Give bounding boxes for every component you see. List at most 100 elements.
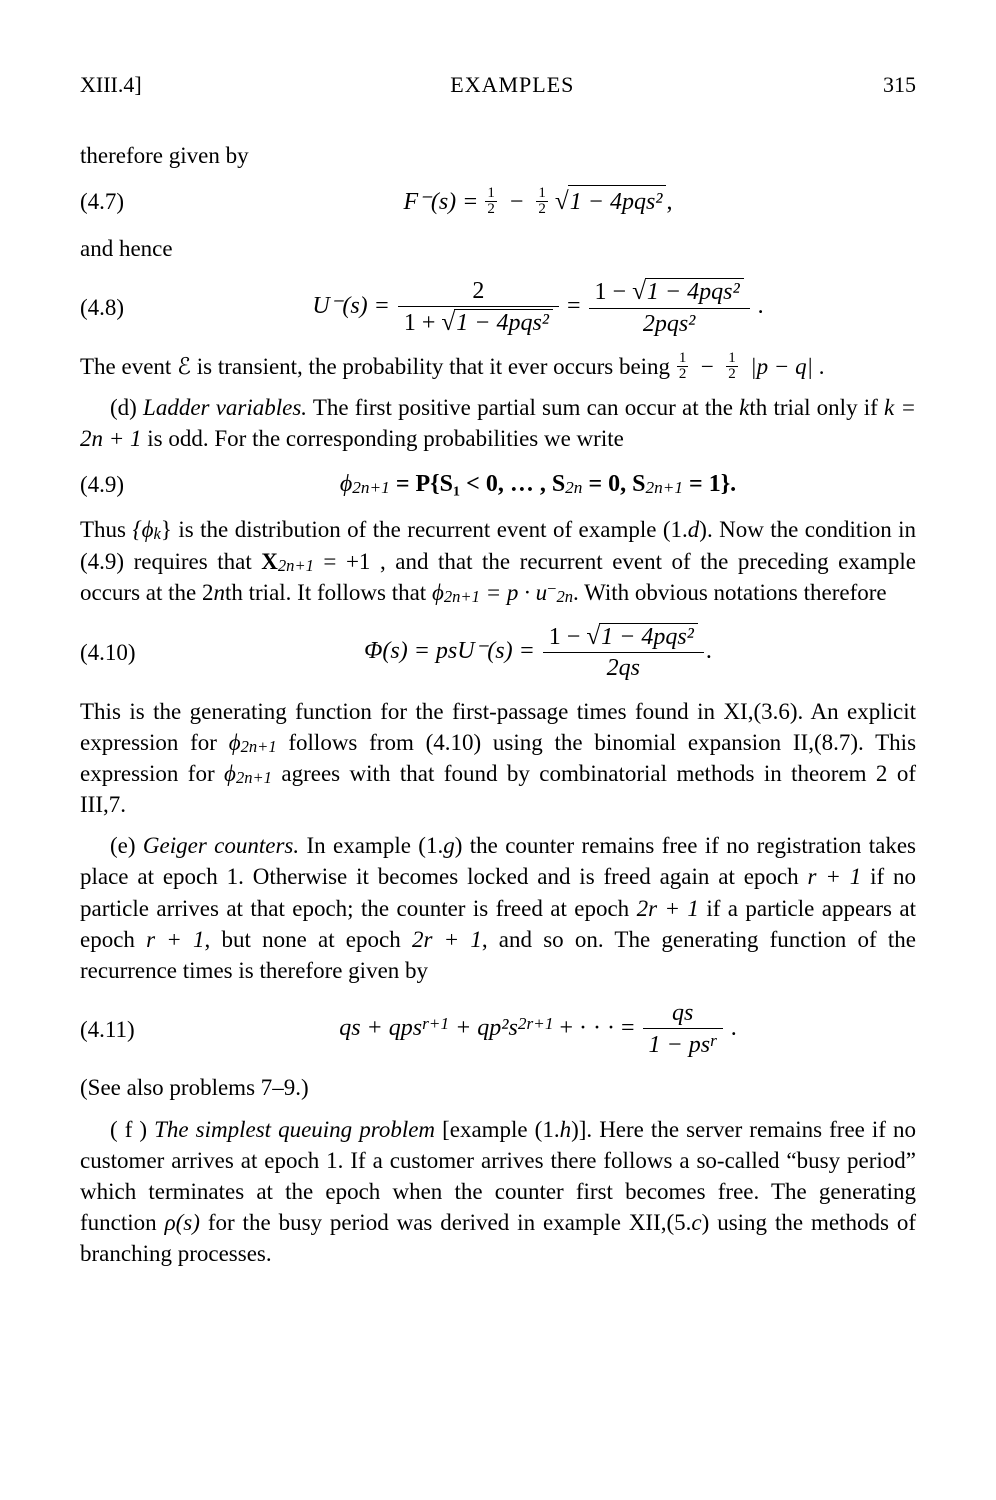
mid: + qp²s <box>449 1015 518 1041</box>
eq-body-4-11: qs + qpsr+1 + qp²s2r+1 + · · · = qs 1 − … <box>160 1000 916 1059</box>
g: g <box>443 833 455 858</box>
paragraph-d: (d) Ladder variables. The first positive… <box>80 392 916 454</box>
Phi: Φ(s) = psU⁻(s) = <box>364 638 541 664</box>
sub: k <box>154 524 161 543</box>
h: h <box>560 1117 572 1142</box>
pu: = p · u <box>480 580 547 605</box>
frac: 2 1 + 1 − 4pqs² <box>398 278 559 337</box>
t: . With obvious notations therefore <box>573 580 887 605</box>
eq-body-4-9: ϕ2n+1 = P{S₁ < 0, … , S2n = 0, S2n+1 = 1… <box>160 468 916 500</box>
page-number: 315 <box>883 70 916 100</box>
t: is odd. For the corresponding probabilit… <box>147 426 624 451</box>
frac: 1 − 1 − 4pqs² 2qs <box>543 623 704 682</box>
period: . <box>758 293 764 319</box>
sub: 2n+1 <box>352 478 390 497</box>
text-and-hence: and hence <box>80 233 916 264</box>
abs-p-q: |p − q| <box>750 354 813 379</box>
eq47-lhs: F⁻(s) = <box>404 189 485 215</box>
eq-body-4-7: F⁻(s) = 12 − 12 1 − 4pqs², <box>160 185 916 219</box>
phi: ϕ <box>229 730 241 755</box>
frac: qs 1 − psr <box>643 1000 723 1059</box>
ps: = 1}. <box>683 471 736 497</box>
half: 12 <box>536 186 548 217</box>
t: is transient, the probability that it ev… <box>197 354 676 379</box>
t: (d) <box>110 395 143 420</box>
sup: 2r+1 <box>518 1014 554 1033</box>
n: n <box>213 580 225 605</box>
2r1: 2r + 1 <box>637 896 699 921</box>
event-symbol: ℰ <box>177 354 191 379</box>
half: 12 <box>677 351 689 382</box>
sub: 2n+1 <box>241 737 277 756</box>
r1: r + 1 <box>808 864 862 889</box>
xval: = +1 <box>314 549 371 574</box>
eq-num-4-8: (4.8) <box>80 292 160 323</box>
paragraph-f: ( f ) The simplest queuing problem [exam… <box>80 1114 916 1269</box>
t: ( f ) <box>110 1117 154 1142</box>
eq-num-4-10: (4.10) <box>80 637 160 668</box>
c: c <box>691 1210 701 1235</box>
t: , but none at epoch <box>205 927 412 952</box>
dots: + · · · = <box>553 1015 640 1041</box>
header-left: XIII.4] <box>80 70 142 100</box>
rho-s: ρ(s) <box>165 1210 200 1235</box>
text-see-also: (See also problems 7–9.) <box>80 1072 916 1103</box>
t: th trial only if <box>749 395 884 420</box>
queuing-title: The simplest queuing problem <box>154 1117 435 1142</box>
text-therefore: therefore given by <box>80 140 916 171</box>
2r1: 2r + 1 <box>412 927 482 952</box>
phi-set-r: } <box>161 517 172 542</box>
paragraph-thus: Thus {ϕk} is the distribution of the rec… <box>80 514 916 608</box>
d: d <box>688 517 700 542</box>
r1: r + 1 <box>146 927 204 952</box>
eq-body-4-8: U⁻(s) = 2 1 + 1 − 4pqs² = 1 − 1 − 4pqs² … <box>160 278 916 337</box>
equation-4-9: (4.9) ϕ2n+1 = P{S₁ < 0, … , S2n = 0, S2n… <box>80 468 916 500</box>
comma: , <box>666 189 672 215</box>
equation-4-8: (4.8) U⁻(s) = 2 1 + 1 − 4pqs² = 1 − 1 − … <box>80 278 916 337</box>
t: The first positive partial sum can occur… <box>313 395 739 420</box>
eq48-lhs: U⁻(s) = <box>312 293 396 319</box>
sub: 2n+1 <box>236 768 272 787</box>
phi: ϕ <box>432 580 444 605</box>
eq-num-4-9: (4.9) <box>80 469 160 500</box>
text-transient: The event ℰ is transient, the probabilit… <box>80 351 916 382</box>
t: for the busy period was derived in examp… <box>208 1210 692 1235</box>
X: X <box>261 549 278 574</box>
equation-4-10: (4.10) Φ(s) = psU⁻(s) = 1 − 1 − 4pqs² 2q… <box>80 623 916 682</box>
sub: 2n+1 <box>444 587 480 606</box>
sub: 2n+1 <box>645 478 683 497</box>
phi: ϕ <box>224 761 236 786</box>
period: . <box>706 638 712 664</box>
paragraph-e: (e) Geiger counters. In example (1.g) th… <box>80 830 916 985</box>
eq-num-4-11: (4.11) <box>80 1014 160 1045</box>
t: Thus <box>80 517 132 542</box>
lhs: qs + qps <box>339 1015 422 1041</box>
header-title: EXAMPLES <box>450 70 574 100</box>
half: 12 <box>726 351 738 382</box>
eq-num-4-7: (4.7) <box>80 186 160 217</box>
t: is the distribution of the recurrent eve… <box>178 517 687 542</box>
paragraph-genfunc: This is the generating function for the … <box>80 696 916 821</box>
phi-set: {ϕ <box>132 517 153 542</box>
sqrt: 1 − 4pqs² <box>555 185 667 219</box>
t: [example (1. <box>442 1117 560 1142</box>
sub: 2n <box>556 587 573 606</box>
equation-4-7: (4.7) F⁻(s) = 12 − 12 1 − 4pqs², <box>80 185 916 219</box>
ps: = P{S₁ < 0, … , S <box>396 471 565 497</box>
page-header: XIII.4] EXAMPLES 315 <box>80 70 916 100</box>
k: k <box>739 395 749 420</box>
t: (e) <box>110 833 143 858</box>
ladder-title: Ladder variables. <box>143 395 307 420</box>
sub: 2n <box>565 478 582 497</box>
phi: ϕ <box>340 471 352 497</box>
period: . <box>731 1015 737 1041</box>
t: . <box>819 354 825 379</box>
equals: = <box>567 293 587 319</box>
frac: 1 − 1 − 4pqs² 2pqs² <box>589 278 750 337</box>
eq-body-4-10: Φ(s) = psU⁻(s) = 1 − 1 − 4pqs² 2qs . <box>160 623 916 682</box>
sub: 2n+1 <box>278 556 314 575</box>
half: 12 <box>485 186 497 217</box>
t: In example (1. <box>306 833 443 858</box>
ps: = 0, S <box>582 471 645 497</box>
sup: r+1 <box>422 1014 449 1033</box>
